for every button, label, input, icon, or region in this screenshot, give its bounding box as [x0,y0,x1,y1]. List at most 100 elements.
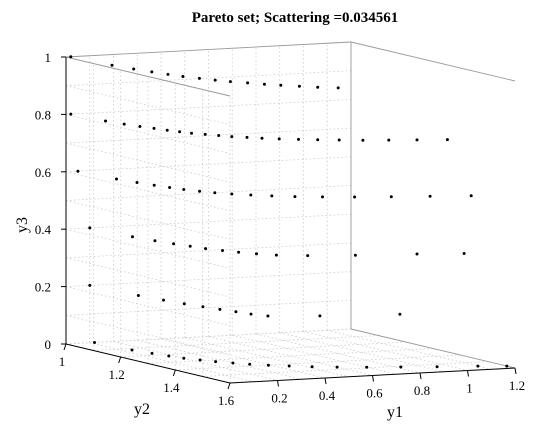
data-point [297,84,301,88]
box-edge [65,56,231,97]
data-point [249,193,253,197]
floor-gridline [208,336,373,376]
data-point [104,119,107,123]
data-point [310,365,314,369]
grid-layer [65,41,516,384]
data-point [237,250,241,254]
data-point [274,253,278,257]
floor-gridline [327,329,492,370]
data-point [415,138,419,142]
data-point [93,341,96,344]
y1-tick-label: 1 [466,381,473,396]
data-point [217,134,221,137]
data-point [182,356,186,360]
data-point [353,253,357,257]
data-point [415,252,419,256]
data-point [279,83,283,87]
y1-tick-mark [277,380,279,387]
data-point [387,138,391,142]
floor-gridline [113,341,278,381]
data-point [260,136,264,140]
side-wall-gridline [65,314,231,355]
data-point [132,67,136,71]
data-point [316,138,320,142]
floor-gridline [184,337,349,378]
data-point [228,80,232,84]
data-point [88,226,92,230]
data-point [248,362,252,366]
y1-tick-label: 0.8 [414,383,430,398]
data-point [249,312,253,316]
data-point [361,138,365,142]
data-point [270,194,274,198]
data-point [469,194,473,198]
y1-tick-label: 1.2 [509,378,525,393]
data-point [162,298,165,302]
y1-tick-label: 0.4 [319,388,336,403]
y2-axis-line [65,343,231,384]
data-point [168,186,172,189]
data-point [399,365,403,369]
data-point [178,130,182,134]
z-tick-label: 0.6 [35,165,52,180]
y1-tick-mark [419,372,422,380]
floor-gridline [160,338,326,379]
data-point [231,361,235,365]
side-wall-gridline [65,200,231,240]
data-point [476,364,480,368]
data-point [150,70,154,74]
data-point [166,72,170,76]
data-point [297,137,300,141]
data-point [218,307,222,311]
data-point [138,125,142,128]
y2-tick-mark [172,369,176,377]
data-point [152,183,156,187]
floor-gridline [279,332,444,373]
data-point [266,363,270,367]
z-axis-label: y3 [14,217,31,233]
data-point [445,138,449,142]
side-wall-gridline [65,114,231,154]
data-point [246,81,250,85]
side-wall-gridline [65,171,231,212]
y2-tick-label: 1 [59,354,66,369]
data-point [277,137,281,141]
side-wall-gridline [65,228,231,269]
data-point [115,177,118,181]
axis-layer: 0 0.2 0.4 0.6 0.8 1 1 1.2 1.4 1.6 0.2 0.4 0.6 0.8 1 1.2 [35,50,525,408]
data-point [321,195,324,199]
data-point [198,189,202,193]
data-point [245,135,249,139]
data-point [234,310,238,314]
data-point [316,85,320,89]
data-point [230,135,234,139]
y1-tick-mark [372,375,374,382]
data-point [190,131,193,135]
data-point [150,351,154,355]
data-point [428,194,432,198]
data-point [214,360,218,364]
y1-tick-label: 0.2 [271,391,287,406]
data-point [306,254,310,258]
data-point [398,312,402,316]
y1-tick-mark [324,377,327,385]
data-point [76,169,80,173]
side-wall-gridline [65,286,231,326]
data-point [462,252,466,255]
data-point [336,86,340,90]
y2-tick-label: 1.2 [109,367,125,382]
data-point [213,191,217,195]
data-point [130,348,134,352]
z-tick-label: 1 [45,50,52,65]
data-point [337,138,341,142]
z-tick-label: 0 [45,337,52,352]
data-point [69,55,73,59]
floor-gridline [255,333,421,374]
y1-tick-label: 0.6 [366,386,383,401]
data-point [172,242,176,246]
data-point [221,249,224,252]
side-wall-gridline [65,257,231,298]
z-tick-label: 0.2 [35,280,51,295]
data-point [266,314,270,318]
box-edge [350,41,516,82]
